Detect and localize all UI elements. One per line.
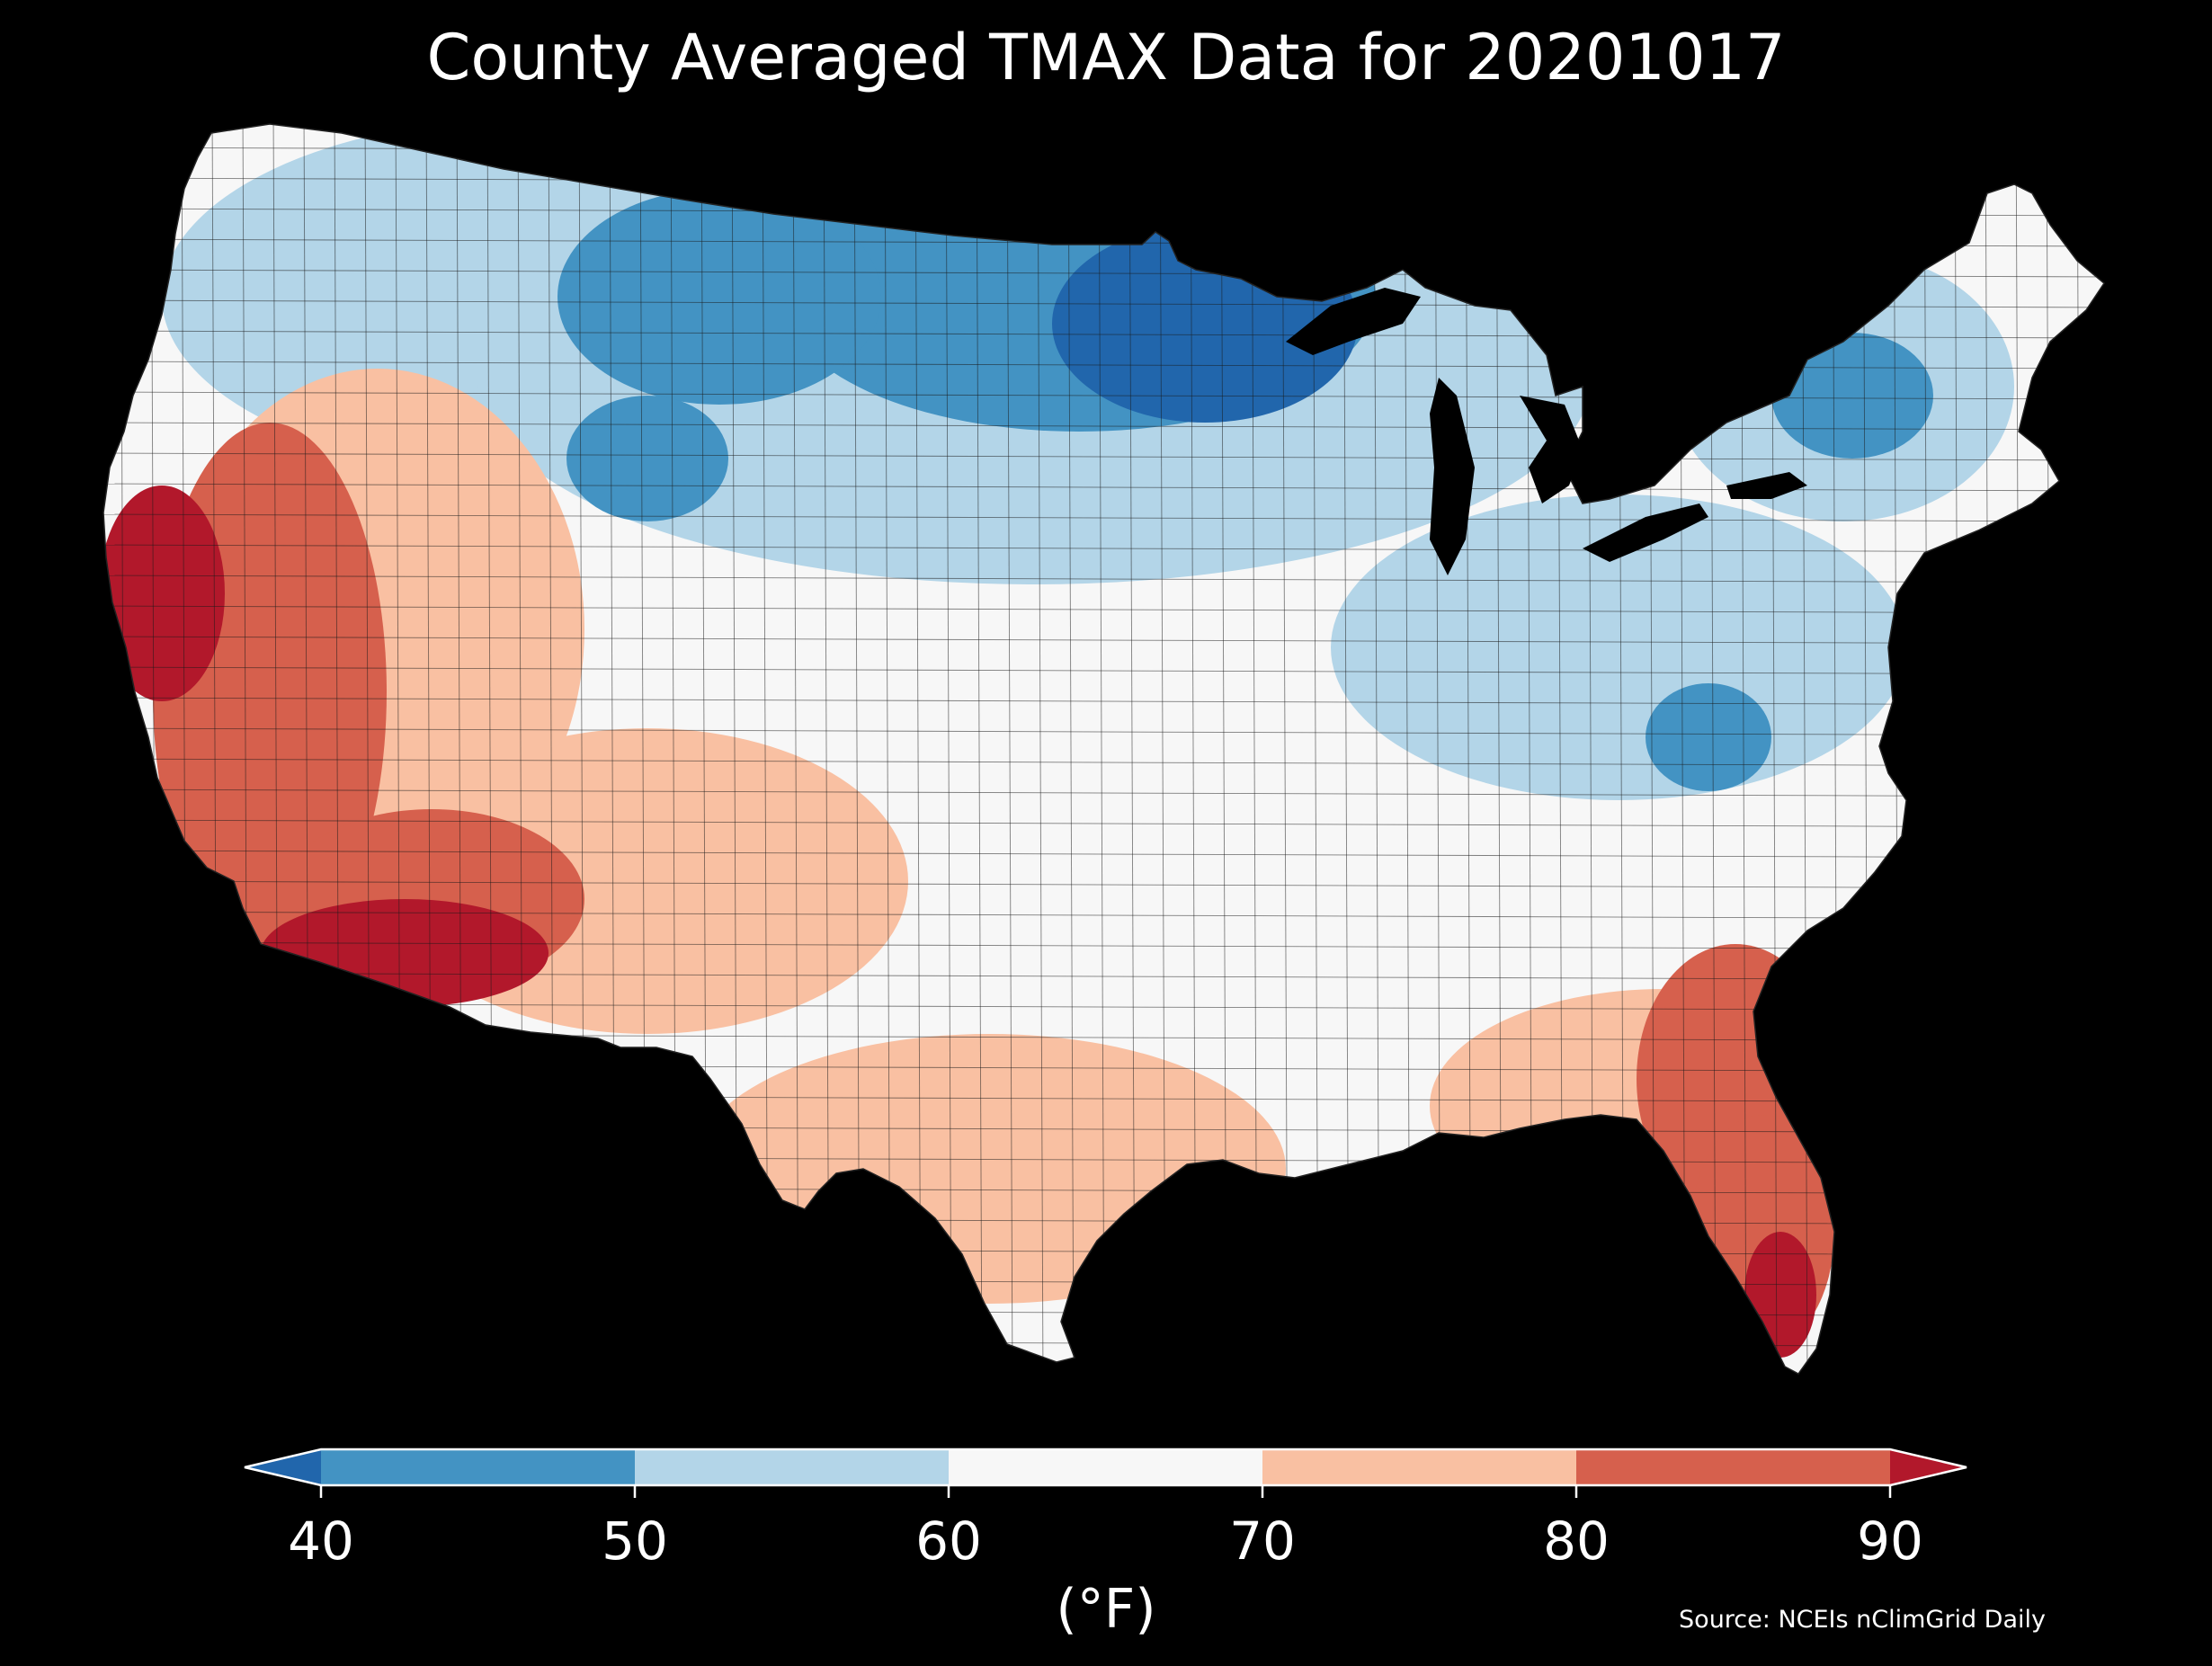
colorbar-tick-label-80: 80 xyxy=(1543,1510,1610,1572)
region-wyoming-cold xyxy=(566,396,728,521)
region-new-england-cold xyxy=(1771,333,1933,459)
colorbar-unit-label: (°F) xyxy=(1056,1578,1155,1641)
source-note: Source: NCEIs nClimGrid Daily xyxy=(1679,1606,2046,1634)
colorbar: 40 50 60 70 80 90 xyxy=(244,1448,1967,1572)
colorbar-tick-label-70: 70 xyxy=(1229,1510,1296,1572)
colorbar-bin-60-70 xyxy=(949,1449,1262,1485)
region-montana-cold xyxy=(557,189,881,405)
colorbar-bin-80-90 xyxy=(1576,1449,1890,1485)
colorbar-tick-label-40: 40 xyxy=(288,1510,354,1572)
map-title: County Averaged TMAX Data for 20201017 xyxy=(426,21,1785,94)
lake-michigan xyxy=(1430,378,1475,575)
colorbar-extend-low xyxy=(245,1449,321,1485)
colorbar-extend-high xyxy=(1890,1449,1967,1485)
us-outline xyxy=(103,123,2105,1375)
colorbar-bin-50-60 xyxy=(635,1449,949,1485)
colorbar-tick-label-90: 90 xyxy=(1857,1510,1923,1572)
lake-ontario xyxy=(1726,472,1807,499)
region-virginia-cold xyxy=(1646,683,1771,791)
region-central-valley-hottest xyxy=(103,486,225,701)
lake-erie xyxy=(1583,503,1708,562)
lake-superior xyxy=(1286,288,1421,355)
great-lakes xyxy=(1286,288,1807,575)
lake-huron xyxy=(1520,396,1583,503)
colorbar-bin-70-80 xyxy=(1262,1449,1576,1485)
colorbar-tick-label-60: 60 xyxy=(915,1510,982,1572)
colorbar-bin-40-50 xyxy=(321,1449,635,1485)
colorbar-tick-label-50: 50 xyxy=(602,1510,668,1572)
